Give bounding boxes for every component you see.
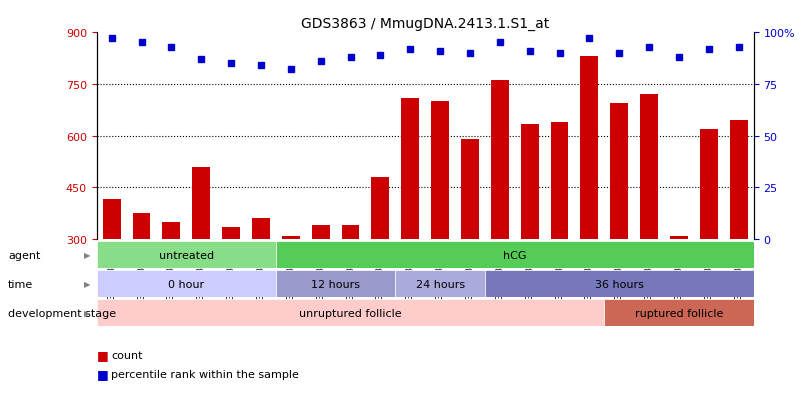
Bar [97,299,604,326]
Bar [222,228,240,343]
Bar [395,271,485,297]
Bar [431,102,449,343]
Bar [312,226,330,343]
Text: ▶: ▶ [84,309,90,317]
Bar [276,242,754,268]
Text: untreated: untreated [159,250,214,260]
Bar [276,271,395,297]
Text: ▶: ▶ [84,251,90,259]
Bar [610,104,628,343]
Bar [102,200,121,343]
Bar [162,222,181,343]
Bar [282,236,300,343]
Bar [97,242,276,268]
Text: 24 hours: 24 hours [416,279,464,289]
Title: GDS3863 / MmugDNA.2413.1.S1_at: GDS3863 / MmugDNA.2413.1.S1_at [301,17,550,31]
Text: ▶: ▶ [84,280,90,288]
Text: ■: ■ [97,367,109,380]
Bar [485,271,754,297]
Bar [670,236,688,343]
Text: ruptured follicle: ruptured follicle [635,308,723,318]
Bar [700,129,718,343]
Bar [193,167,210,343]
Text: percentile rank within the sample: percentile rank within the sample [111,369,299,379]
Bar [401,98,419,343]
Text: 36 hours: 36 hours [595,279,644,289]
Text: 12 hours: 12 hours [311,279,360,289]
Text: time: time [8,279,33,289]
Text: count: count [111,350,143,360]
Bar [491,81,509,343]
Bar [252,219,270,343]
Bar [604,299,754,326]
Text: hCG: hCG [503,250,526,260]
Text: 0 hour: 0 hour [168,279,205,289]
Bar [521,124,538,343]
Bar [372,178,389,343]
Bar [729,121,748,343]
Text: ■: ■ [97,349,109,362]
Bar [580,57,598,343]
Bar [550,123,568,343]
Text: unruptured follicle: unruptured follicle [299,308,402,318]
Bar [342,226,359,343]
Bar [640,95,658,343]
Bar [97,271,276,297]
Text: development stage: development stage [8,308,116,318]
Text: agent: agent [8,250,40,260]
Bar [461,140,479,343]
Bar [132,214,151,343]
